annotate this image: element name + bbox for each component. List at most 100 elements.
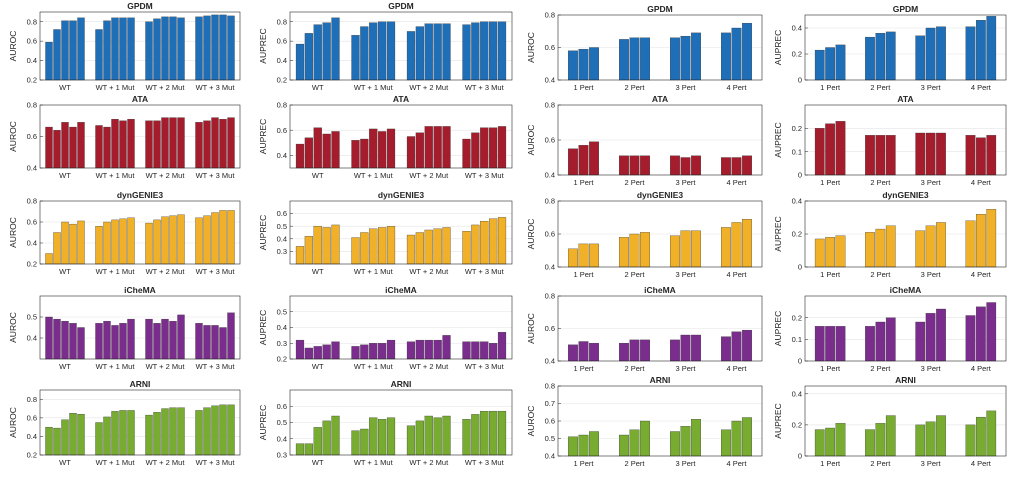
bar xyxy=(462,341,471,360)
x-tick-label: 4 Pert xyxy=(971,83,992,92)
bar xyxy=(497,332,507,360)
y-axis-label: AUROC xyxy=(526,313,536,344)
bar xyxy=(219,404,227,456)
x-tick-label: WT + 1 Mut xyxy=(96,267,136,276)
y-tick-label: 0.3 xyxy=(277,339,287,348)
bar xyxy=(161,117,169,169)
panel-title: ATA xyxy=(132,94,148,104)
bar xyxy=(406,31,416,81)
x-tick-label: 3 Pert xyxy=(675,270,696,279)
bar xyxy=(161,408,169,456)
bar xyxy=(480,341,489,360)
bar xyxy=(986,302,997,362)
panel-title: iCheMA xyxy=(890,285,922,295)
y-tick-label: 0.8 xyxy=(27,101,37,110)
x-tick-label: WT xyxy=(312,458,324,467)
bar xyxy=(965,315,976,362)
panel-19-arni-auroc: 1 Pert 2 Pert 3 Pert 4 Pert 0.4 0.5 0.6 0.7 0.8 A… xyxy=(526,375,763,468)
bar xyxy=(691,419,701,457)
x-tick-label: 1 Pert xyxy=(573,83,594,92)
bar xyxy=(313,427,322,456)
bar xyxy=(433,339,442,360)
bar xyxy=(295,143,305,169)
bar xyxy=(424,126,433,169)
bar xyxy=(489,127,498,169)
bar xyxy=(386,417,396,456)
x-tick-label: 1 Pert xyxy=(820,364,841,373)
bar xyxy=(925,132,936,176)
bar xyxy=(386,226,396,265)
y-tick-label: 0.3 xyxy=(277,247,287,256)
y-tick-label: 0.4 xyxy=(792,24,802,33)
x-tick-label: WT + 3 Mut xyxy=(196,458,236,467)
bar xyxy=(211,14,219,81)
bar xyxy=(378,227,387,265)
panel-10-arni-auprec: WT WT + 1 Mut WT + 2 Mut WT + 3 Mut 0.3 0.4 0.… xyxy=(258,379,513,467)
bar xyxy=(322,420,331,456)
x-tick-label: 3 Pert xyxy=(675,83,696,92)
bar xyxy=(589,47,599,81)
bar xyxy=(211,325,219,360)
y-tick-label: 0.6 xyxy=(27,218,37,227)
bar xyxy=(153,323,161,360)
x-tick-label: 2 Pert xyxy=(624,459,645,468)
bar xyxy=(814,429,825,457)
x-tick-label: 2 Pert xyxy=(624,178,645,187)
bar xyxy=(442,126,451,169)
bar xyxy=(629,37,640,81)
bar xyxy=(211,117,219,169)
bar xyxy=(925,313,936,362)
bar xyxy=(742,22,752,81)
bar xyxy=(45,316,53,360)
x-tick-label: WT + 1 Mut xyxy=(354,267,394,276)
bar xyxy=(731,331,742,362)
axes-frame xyxy=(804,295,1007,362)
bar xyxy=(885,135,896,176)
bar xyxy=(731,157,742,176)
bar xyxy=(61,321,69,360)
y-axis-label: AUROC xyxy=(8,407,18,438)
y-tick-label: 0.4 xyxy=(792,389,802,398)
bar xyxy=(489,218,498,265)
x-tick-label: WT + 2 Mut xyxy=(146,83,186,92)
bar xyxy=(721,336,731,362)
x-tick-label: WT + 1 Mut xyxy=(96,458,136,467)
bar xyxy=(875,228,886,268)
bar xyxy=(219,14,227,81)
x-tick-label: 4 Pert xyxy=(726,459,747,468)
x-tick-label: 4 Pert xyxy=(726,270,747,279)
y-axis-label: AUPREC xyxy=(773,311,783,346)
x-tick-label: WT + 3 Mut xyxy=(465,83,505,92)
bar xyxy=(227,404,235,456)
x-tick-label: WT + 1 Mut xyxy=(354,458,394,467)
panel-16-dyngenie3-auprec: 1 Pert 2 Pert 3 Pert 4 Pert 0 0.2 0.4 dynGENIE3… xyxy=(773,190,1007,279)
bar xyxy=(691,155,701,176)
bar xyxy=(227,117,235,169)
bar xyxy=(313,127,322,169)
x-tick-label: WT xyxy=(312,83,324,92)
y-axis-label: AUPREC xyxy=(773,216,783,251)
x-tick-label: WT + 3 Mut xyxy=(196,171,236,180)
bar xyxy=(95,29,103,81)
x-tick-label: 1 Pert xyxy=(573,459,594,468)
bar xyxy=(835,326,846,362)
bar xyxy=(369,22,378,81)
x-tick-label: WT xyxy=(59,171,71,180)
bar xyxy=(61,221,69,265)
bar xyxy=(415,132,424,169)
y-tick-label: 0.2 xyxy=(792,124,802,133)
bar xyxy=(925,421,936,457)
y-axis-label: AUROC xyxy=(526,32,536,63)
x-tick-label: WT xyxy=(312,171,324,180)
panel-title: GPDM xyxy=(388,1,414,11)
bar xyxy=(127,410,135,456)
bar xyxy=(369,128,378,169)
bar xyxy=(351,430,360,456)
y-tick-label: 0.6 xyxy=(277,209,287,218)
bar xyxy=(670,339,680,362)
y-tick-label: 0.3 xyxy=(277,451,287,460)
bar xyxy=(721,227,731,268)
y-tick-label: 0.8 xyxy=(545,197,555,206)
bar xyxy=(203,15,211,81)
bar xyxy=(433,126,442,169)
